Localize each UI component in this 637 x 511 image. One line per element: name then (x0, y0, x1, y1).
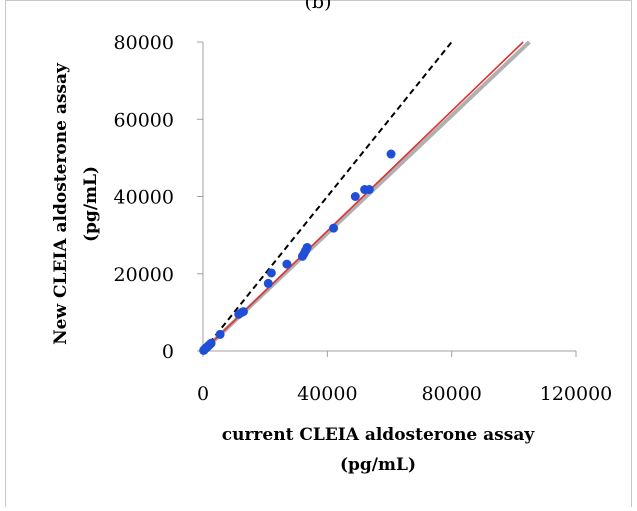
data-point (386, 149, 396, 159)
y-tick-label: 20000 (114, 264, 174, 286)
y-axis-title-line1: New CLEIA aldosterone assay (51, 62, 71, 345)
y-axis-title-line2: (pg/mL) (81, 166, 101, 242)
data-point (282, 259, 292, 269)
data-point (350, 192, 360, 201)
x-tick-label: 80000 (421, 383, 481, 405)
x-tick-label: 0 (197, 383, 209, 405)
regression-line (202, 41, 524, 352)
tick-labels: 0 40000 80000 120000 0 20000 40000 60000 80000 (114, 32, 613, 405)
y-tick-label: 60000 (114, 109, 174, 131)
reference-lines (201, 40, 531, 353)
y-tick-label: 40000 (114, 187, 174, 209)
data-point (329, 223, 339, 233)
data-point (364, 185, 374, 195)
y-tick-label: 0 (162, 341, 174, 363)
panel-label: (b) (305, 0, 332, 13)
data-point (266, 268, 276, 278)
data-point (206, 338, 216, 348)
data-point (302, 242, 312, 252)
identity-line (202, 41, 453, 352)
x-tick-label: 120000 (540, 383, 613, 405)
data-points (199, 149, 396, 355)
axes (197, 41, 577, 357)
data-point (238, 307, 248, 317)
x-axis-title-line2: (pg/mL) (340, 455, 416, 475)
data-point (263, 278, 273, 288)
x-tick-label: 40000 (297, 383, 357, 405)
data-point (215, 329, 225, 339)
chart-border (5, 0, 632, 511)
y-tick-label: 80000 (114, 32, 174, 54)
x-axis-title-line1: current CLEIA aldosterone assay (222, 425, 536, 445)
